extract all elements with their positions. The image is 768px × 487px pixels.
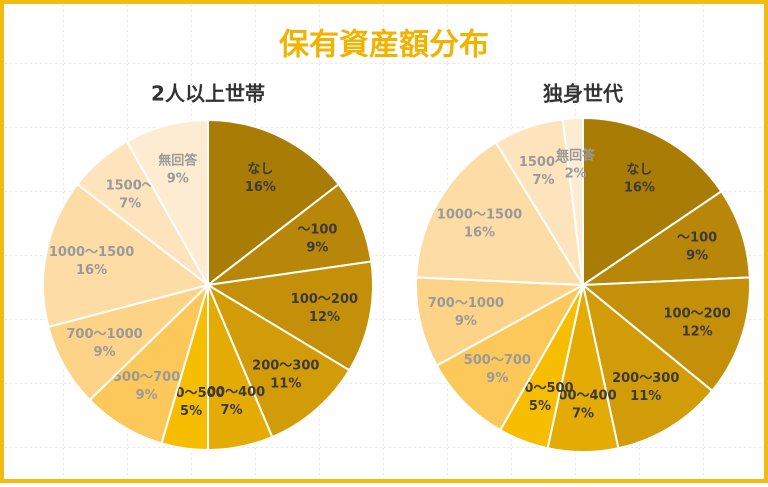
slice-label: 1500～ bbox=[106, 179, 155, 194]
pie-slice bbox=[561, 116, 584, 286]
slice-label: 無回答 bbox=[158, 153, 198, 169]
pie-slice bbox=[125, 118, 209, 289]
pie-title: 独身世代 bbox=[543, 82, 623, 106]
slice-value: 12% bbox=[309, 310, 340, 325]
pie-slice bbox=[579, 190, 751, 287]
slice-value: 16% bbox=[245, 180, 276, 195]
slice-label: 700～1000 bbox=[428, 296, 504, 311]
slice-label: 500～700 bbox=[464, 353, 531, 368]
slice-label: 300～400 bbox=[198, 385, 265, 400]
slice-label: 100～200 bbox=[663, 306, 730, 321]
slice-value: 11% bbox=[270, 376, 301, 391]
pie-slice bbox=[581, 282, 714, 450]
slice-label: ～100 bbox=[677, 231, 717, 246]
slice-label: 200～300 bbox=[612, 371, 679, 386]
pie-slice bbox=[435, 282, 586, 432]
slice-label: 300～400 bbox=[549, 389, 616, 404]
slice-value: 7% bbox=[532, 173, 554, 188]
slice-value: 7% bbox=[572, 407, 594, 422]
pie-slice bbox=[207, 118, 341, 288]
slice-value: 9% bbox=[486, 371, 508, 386]
pie-slice bbox=[205, 260, 374, 372]
pie-slice bbox=[415, 276, 587, 367]
slice-value: 9% bbox=[94, 345, 116, 360]
slice-label: なし bbox=[626, 162, 652, 177]
slice-label: なし bbox=[247, 162, 273, 177]
slice-value: 2% bbox=[565, 166, 587, 181]
slice-label: 1000～1500 bbox=[49, 245, 134, 260]
slice-value: 9% bbox=[686, 249, 708, 264]
slice-label: ～100 bbox=[297, 222, 337, 237]
main-title: 保有資産額分布 bbox=[279, 28, 489, 63]
slice-value: 9% bbox=[167, 172, 189, 187]
slice-value: 9% bbox=[455, 314, 477, 329]
pie-slice bbox=[205, 282, 351, 439]
slice-value: 5% bbox=[529, 399, 551, 414]
slice-value: 7% bbox=[119, 197, 141, 212]
slice-value: 16% bbox=[464, 225, 495, 240]
slice-label: 無回答 bbox=[556, 147, 596, 163]
slice-label: 1500～ bbox=[519, 155, 568, 170]
slice-label: 700～1000 bbox=[66, 327, 142, 342]
slice-value: 7% bbox=[221, 403, 243, 418]
slice-label: 100～200 bbox=[291, 292, 358, 307]
slice-label: 200～300 bbox=[252, 358, 319, 373]
slice-label: 500～700 bbox=[113, 370, 180, 385]
pie-title: 2人以上世帯 bbox=[151, 82, 265, 106]
slice-value: 12% bbox=[682, 324, 713, 339]
slice-value: 9% bbox=[136, 388, 158, 403]
slice-value: 16% bbox=[624, 180, 655, 195]
slice-value: 11% bbox=[630, 389, 661, 404]
slice-value: 9% bbox=[306, 240, 328, 255]
pie-slice bbox=[415, 141, 585, 287]
slice-label: 1000～1500 bbox=[437, 207, 522, 222]
pie-slice bbox=[580, 276, 751, 393]
slice-value: 5% bbox=[180, 404, 202, 419]
pie-slice bbox=[42, 182, 211, 329]
pie-slice bbox=[582, 116, 723, 287]
slice-value: 16% bbox=[76, 263, 107, 278]
